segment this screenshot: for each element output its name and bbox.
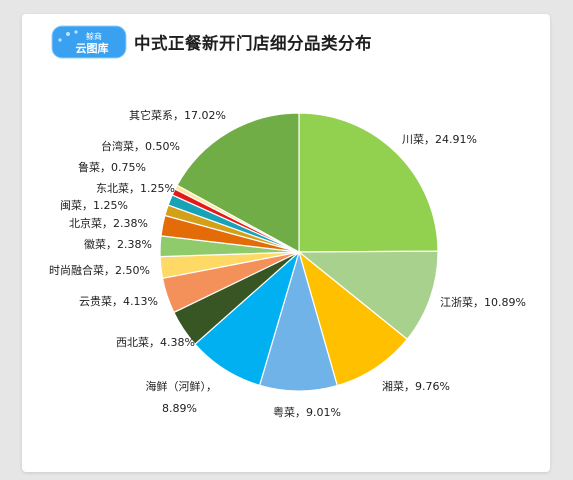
pie-slice-2 xyxy=(297,250,439,341)
chart-title: 中式正餐新开门店细分品类分布 xyxy=(134,34,372,53)
slice-label-3: 湘菜，9.76% xyxy=(382,379,450,393)
slice-label-11: 闽菜，1.25% xyxy=(60,199,128,212)
slice-label-5-value: 8.89% xyxy=(162,402,197,415)
brand-line2: 云图库 xyxy=(76,41,109,55)
slice-label-2: 江浙菜，10.89% xyxy=(440,296,526,309)
brand-logo: 鲸商 云图库 xyxy=(51,25,127,59)
slice-label-13: 鲁菜，0.75% xyxy=(78,160,146,174)
pie-slice-15 xyxy=(176,112,300,254)
slice-label-14: 台湾菜，0.50% xyxy=(101,139,180,153)
pie-chart: 川菜，24.91% 江浙菜，10.89% 湘菜，9.76% 粤菜，9.01% 海鲜（河鲜… xyxy=(49,108,526,419)
slice-label-15: 其它菜系，17.02% xyxy=(129,108,226,122)
slice-label-6: 西北菜，4.38% xyxy=(116,336,195,349)
pie-slice-4 xyxy=(258,249,339,392)
pie-slices xyxy=(159,112,439,392)
slice-label-4: 粤菜，9.01% xyxy=(273,405,341,419)
slice-label-8: 时尚融合菜，2.50% xyxy=(49,263,150,277)
slice-label-1: 川菜，24.91% xyxy=(402,133,477,146)
slice-label-10: 北京菜，2.38% xyxy=(69,216,148,230)
slice-label-5: 海鲜（河鲜）， xyxy=(146,379,218,393)
slice-label-7: 云贵菜，4.13% xyxy=(79,295,158,308)
pie-slice-3 xyxy=(297,250,409,387)
slice-label-9: 徽菜，2.38% xyxy=(84,237,152,251)
brand-line1: 鲸商 xyxy=(86,31,102,41)
slice-label-12: 东北菜，1.25% xyxy=(96,182,175,195)
pie-slice-1 xyxy=(298,112,439,253)
pie-labels: 川菜，24.91% 江浙菜，10.89% 湘菜，9.76% 粤菜，9.01% 海鲜（河鲜… xyxy=(49,108,526,419)
chart-card: 鲸商 云图库 中式正餐新开门店细分品类分布 川菜，24.91% 江浙菜，10.89… xyxy=(22,14,550,472)
